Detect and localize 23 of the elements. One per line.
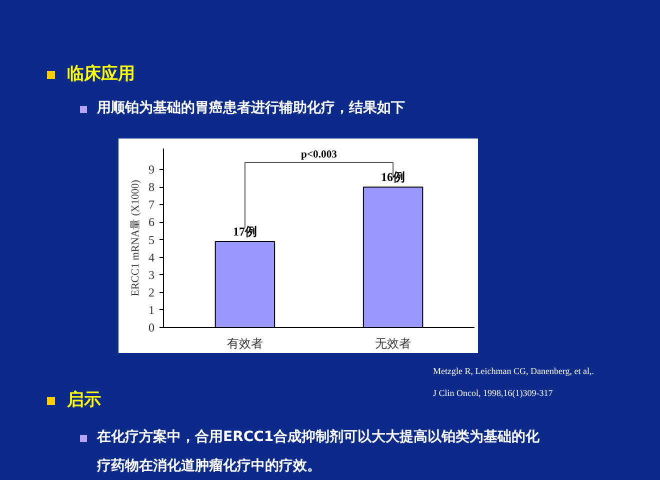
annotation: 17例: [232, 224, 257, 239]
y-tick-label: 9: [148, 162, 154, 177]
y-tick-label: 8: [148, 180, 154, 194]
annotation: p<0.003: [301, 150, 337, 161]
y-tick-label: 3: [148, 268, 154, 282]
y-tick-label: 2: [148, 285, 154, 300]
chart-title: 临床应用: [67, 64, 135, 84]
y-tick-label: 0: [148, 320, 154, 334]
text: 在化疗方案中，合用ERCC1合成抑制剂可以大大提高以铂类为基础的化: [97, 429, 540, 445]
y-tick-label: 6: [148, 215, 154, 230]
y-tick-label: 4: [148, 250, 154, 264]
x-tick-label: 无效者: [375, 336, 412, 350]
text: 启示: [67, 390, 101, 410]
y-tick-label: 1: [148, 302, 154, 317]
text: Metzgle R, Leichman CG, Danenberg, et al,.: [433, 366, 594, 376]
y-tick-label: 7: [148, 198, 154, 212]
x-tick-label: 有效者: [226, 336, 263, 350]
y-tick-label: 5: [148, 232, 154, 247]
annotation: 16例: [381, 170, 406, 184]
text: J Clin Oncol, 1998,16(1)309-317: [433, 388, 553, 398]
y-axis-title: ERCC1 mRNA量 (X1000): [130, 179, 142, 296]
chart-subtitle: 用顺铂为基础的胃癌患者进行辅助化疗，结果如下: [97, 100, 405, 116]
text: 疗药物在消化道肿瘤化疗中的疗效。: [97, 458, 321, 474]
